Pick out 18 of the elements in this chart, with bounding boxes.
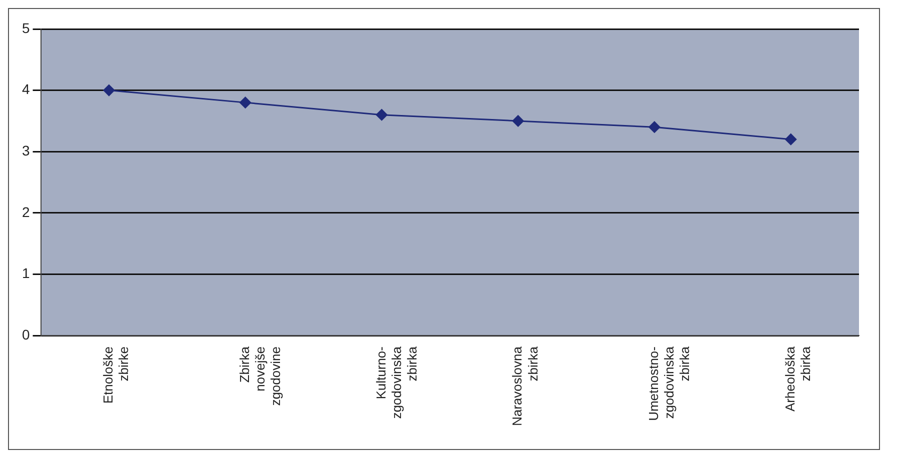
x-tick-label: Umetnostno- zgodovinska zbirka: [646, 346, 692, 421]
x-tick-label: Naravoslovna zbirka: [510, 346, 540, 426]
y-tick-label: 3: [22, 142, 30, 158]
x-tick-label: Etnološke zbirke: [100, 346, 132, 404]
point: [785, 134, 797, 146]
point: [512, 115, 524, 127]
x-tick-label: Arheološka zbirka: [782, 346, 813, 412]
point: [648, 121, 660, 133]
point: [376, 109, 388, 121]
y-tick-label: 2: [22, 204, 30, 220]
x-tick-label: Kulturno- zgodovinska zbirka: [373, 346, 420, 419]
y-tick-label: 1: [22, 265, 30, 282]
y-tick-label: 0: [22, 326, 30, 342]
y-tick-label: 5: [22, 20, 30, 36]
point: [103, 84, 115, 96]
point: [240, 96, 252, 108]
x-tick-label: Zbirka novejše zgodovine: [236, 346, 284, 406]
y-tick-label: 4: [22, 81, 30, 98]
